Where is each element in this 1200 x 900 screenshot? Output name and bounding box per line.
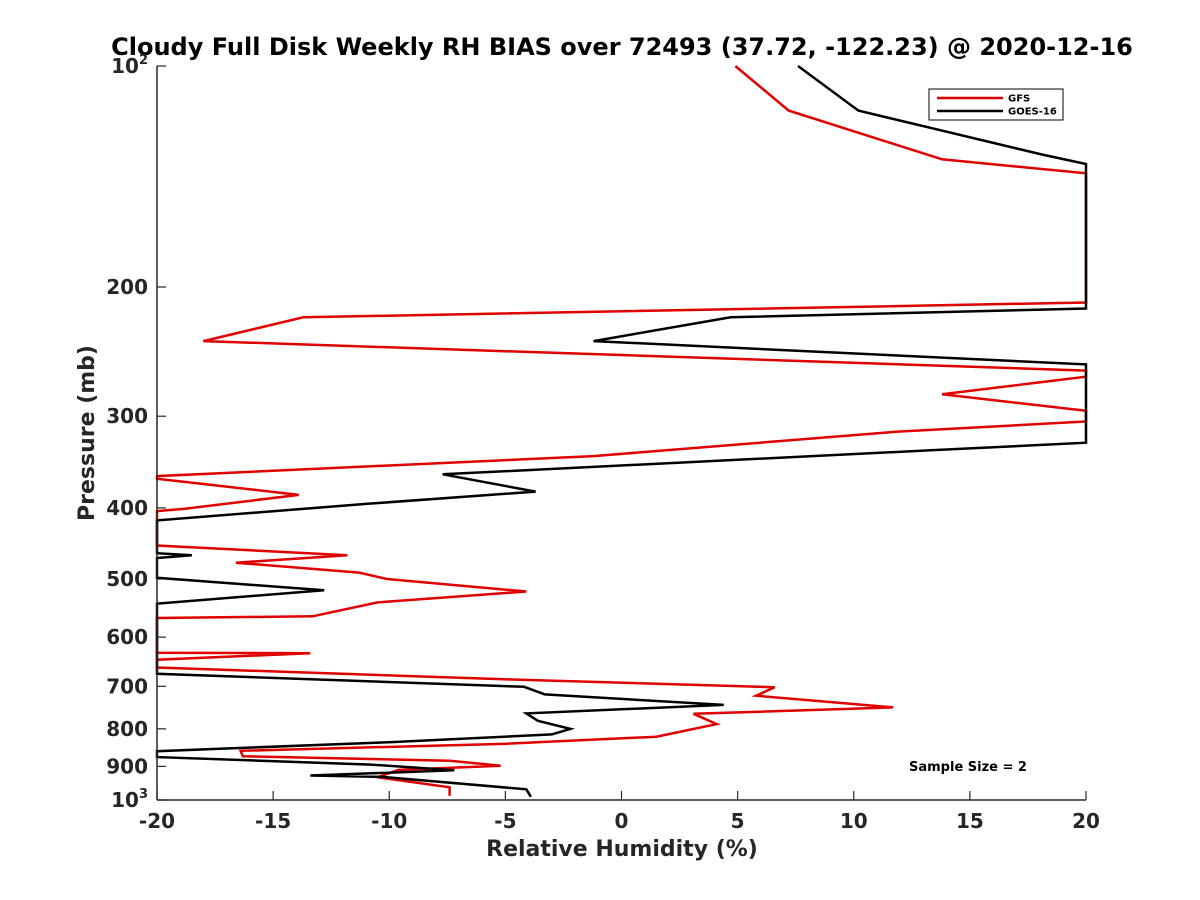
- y-axis-label: Pressure (mb): [75, 345, 100, 521]
- x-tick-label: -20: [139, 809, 175, 833]
- x-tick-label: 10: [840, 809, 868, 833]
- y-tick-label: 700: [106, 674, 148, 698]
- y-tick-label: 200: [106, 275, 148, 299]
- y-tick-label: 800: [106, 717, 148, 741]
- axes-layer: -20 -15 -10 -5 0 5 10 15 20 102 200 300 400 500 600 700…: [106, 53, 1100, 833]
- series-line-goes-16: [155, 64, 1088, 798]
- x-tick-label: -10: [371, 809, 407, 833]
- legend: GFS GOES-16: [928, 88, 1064, 121]
- x-tick-label: 15: [956, 809, 984, 833]
- x-tick-label: 20: [1072, 809, 1100, 833]
- y-tick-label: 600: [106, 625, 148, 649]
- series-line-gfs: [155, 65, 1088, 796]
- y-tick-label: 900: [106, 754, 148, 778]
- y-tick-label: 103: [111, 787, 148, 812]
- legend-label: GFS: [1008, 94, 1030, 105]
- y-tick-label: 300: [106, 404, 148, 428]
- sample-size-annotation: Sample Size = 2: [909, 760, 1027, 775]
- chart-title: Cloudy Full Disk Weekly RH BIAS over 724…: [111, 33, 1133, 61]
- x-tick-label: -15: [255, 809, 291, 833]
- x-tick-label: 5: [731, 809, 745, 833]
- y-tick-label: 500: [106, 567, 148, 591]
- y-tick-label: 102: [111, 53, 148, 78]
- legend-box: [928, 88, 1064, 121]
- series-layer: [155, 64, 1088, 798]
- x-axis-label: Relative Humidity (%): [486, 837, 758, 862]
- legend-label: GOES-16: [1008, 107, 1057, 118]
- y-tick-label: 400: [106, 496, 148, 520]
- x-tick-label: -5: [494, 809, 516, 833]
- x-tick-label: 0: [615, 809, 629, 833]
